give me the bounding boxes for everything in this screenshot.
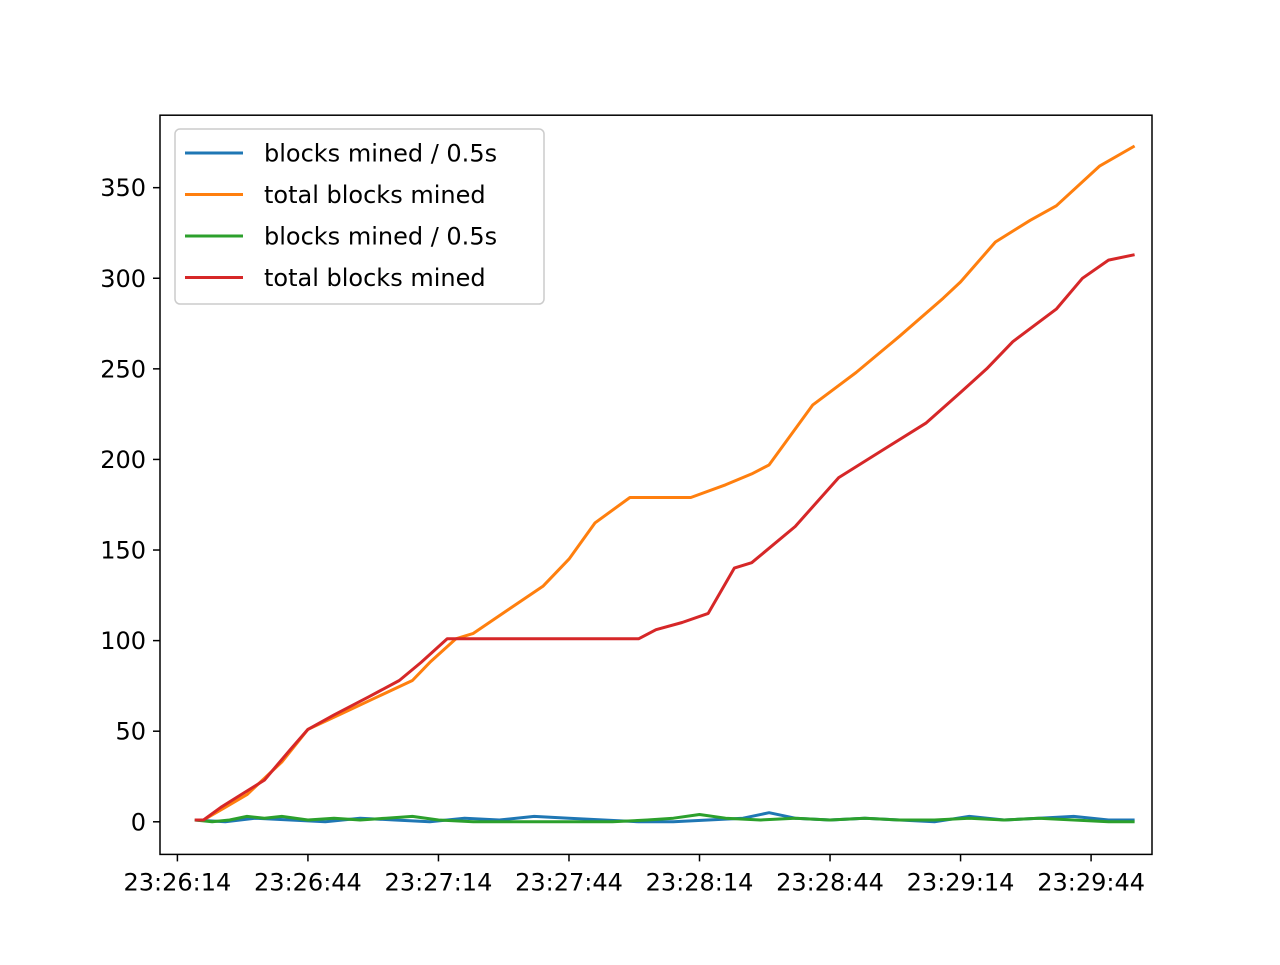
y-tick-label: 150 [100, 537, 146, 565]
legend: blocks mined / 0.5s total blocks mined blo… [174, 128, 545, 305]
series-layer [194, 144, 1136, 824]
y-tick-label: 0 [131, 808, 146, 836]
y-axis: 0 50 100 150 200 250 300 350 [100, 174, 160, 836]
legend-label-1: blocks mined / 0.5s [264, 140, 497, 168]
x-tick-label: 23:27:44 [515, 868, 623, 896]
x-tick-label: 23:26:14 [124, 868, 232, 896]
legend-label-4: total blocks mined [264, 264, 486, 292]
plot-frame [159, 114, 1153, 856]
x-tick-label: 23:27:14 [385, 868, 493, 896]
y-tick-label: 300 [100, 265, 146, 293]
legend-label-2: total blocks mined [264, 181, 486, 209]
y-tick-label: 50 [115, 718, 146, 746]
y-tick-label: 200 [100, 446, 146, 474]
y-tick-label: 250 [100, 355, 146, 383]
series-line-4 [194, 253, 1135, 822]
y-tick-label: 100 [100, 627, 146, 655]
x-tick-label: 23:28:14 [646, 868, 754, 896]
x-tick-label: 23:28:44 [776, 868, 884, 896]
legend-frame [174, 128, 545, 305]
legend-label-3: blocks mined / 0.5s [264, 223, 497, 251]
x-tick-label: 23:29:44 [1037, 868, 1145, 896]
x-tick-label: 23:29:14 [907, 868, 1015, 896]
y-tick-label: 350 [100, 174, 146, 202]
x-tick-label: 23:26:44 [254, 868, 362, 896]
series-line-3 [194, 813, 1135, 824]
x-axis: 23:26:14 23:26:44 23:27:14 23:27:44 23:28:14… [124, 854, 1145, 896]
